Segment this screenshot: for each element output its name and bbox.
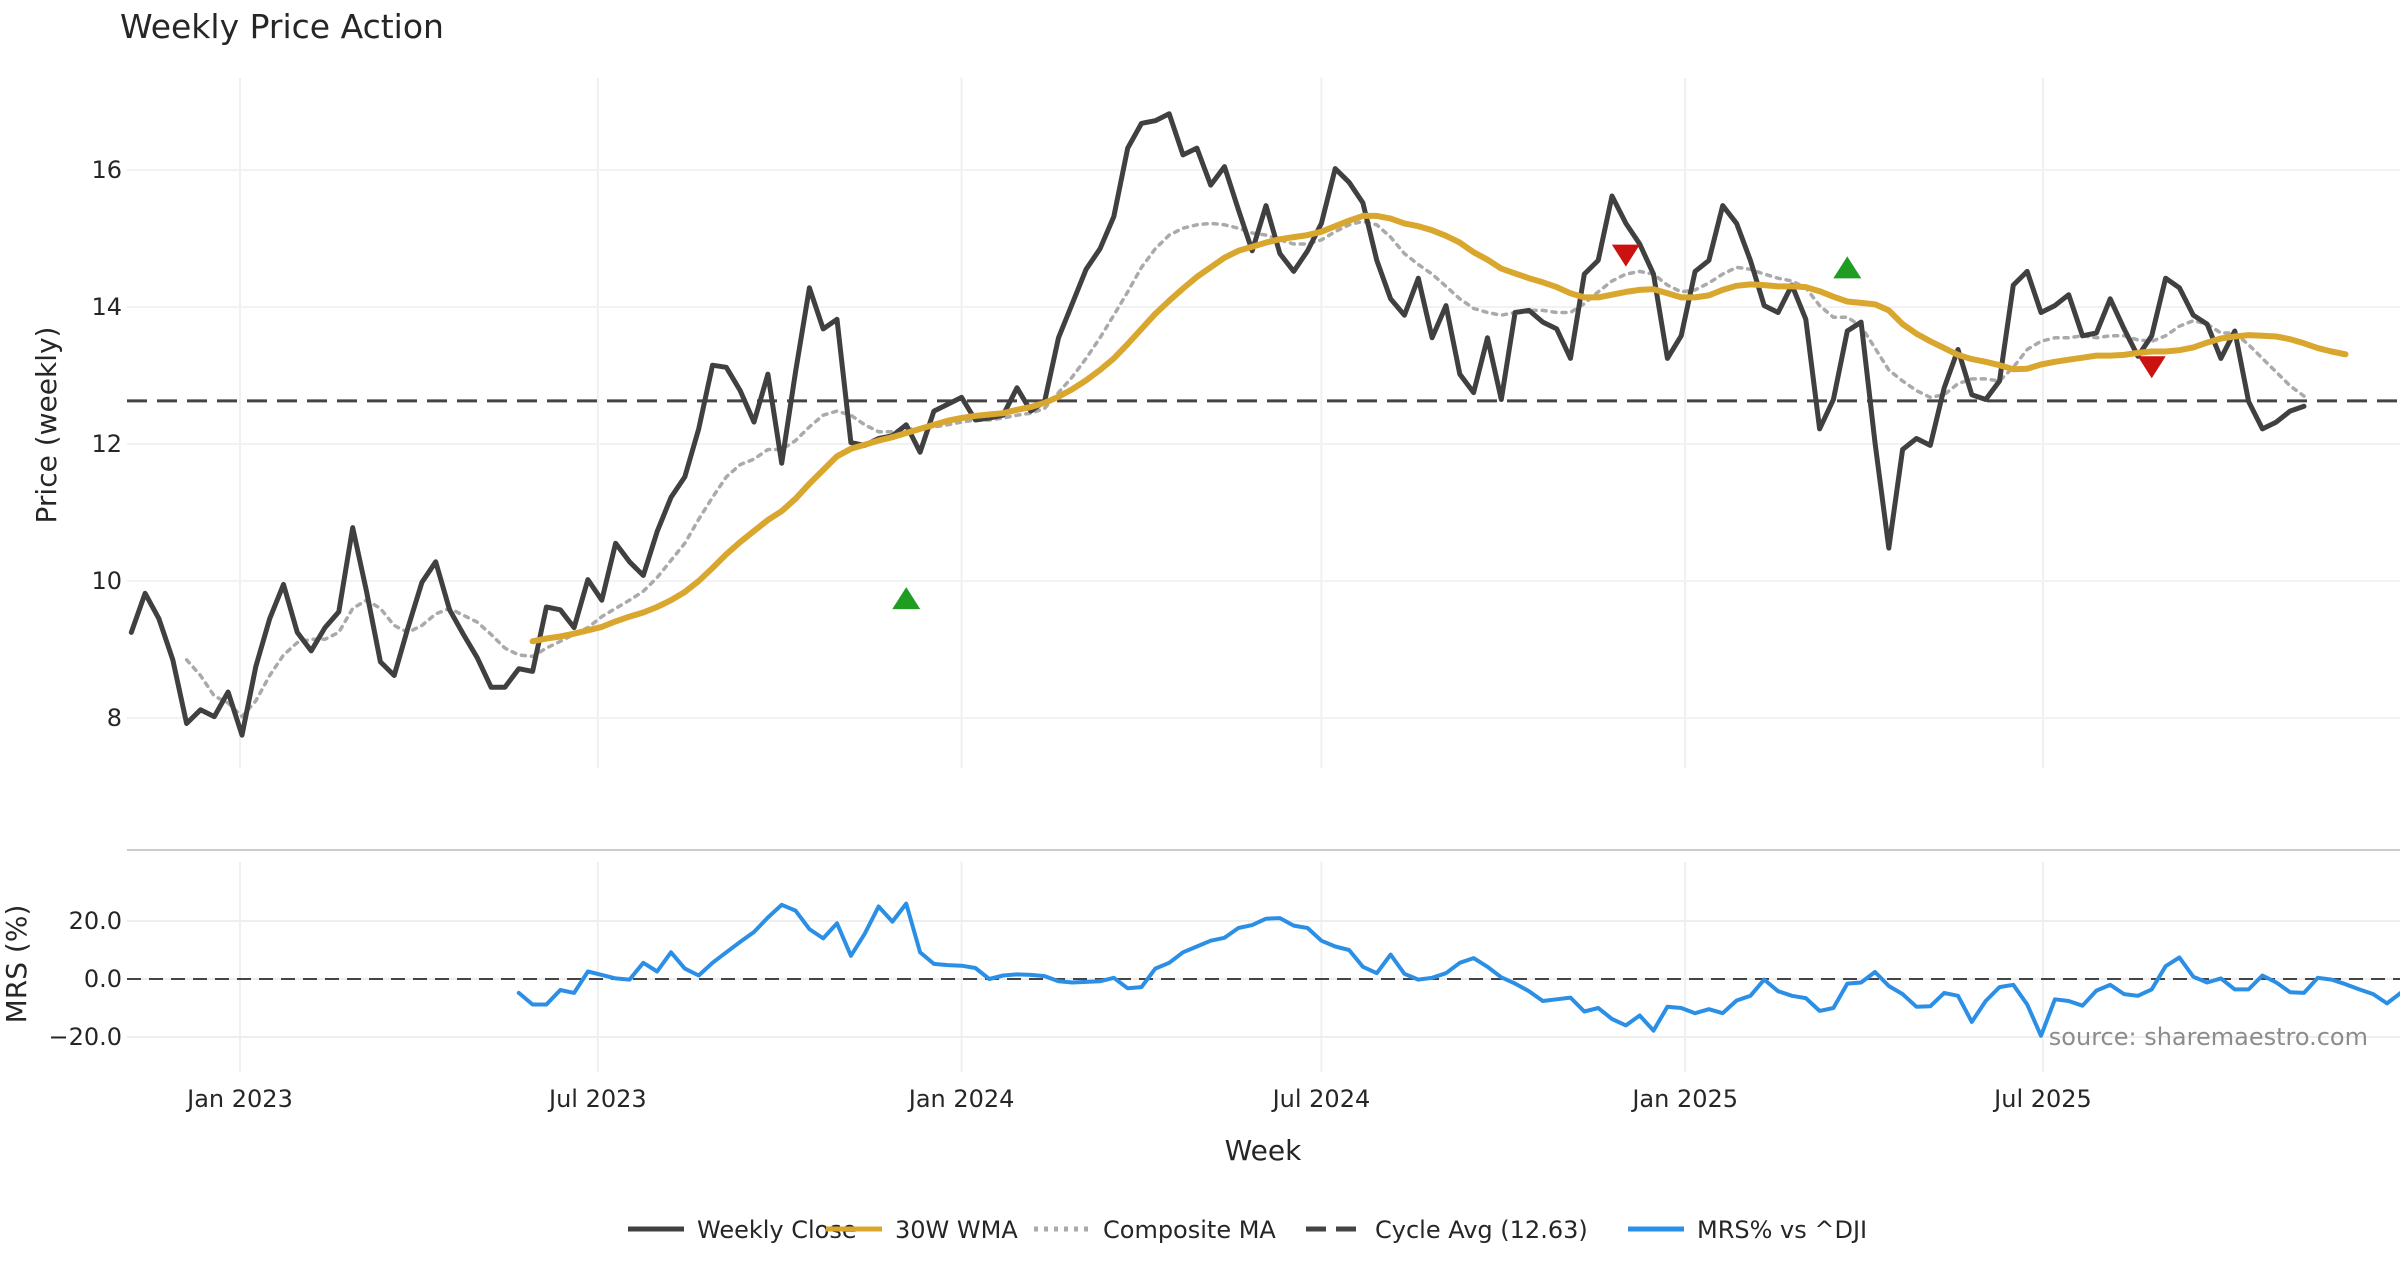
sell-signal-marker xyxy=(1611,244,1640,267)
price-y-tick-label: 10 xyxy=(91,567,122,595)
x-tick-label: Jan 2024 xyxy=(907,1085,1015,1113)
chart-title: Weekly Price Action xyxy=(120,7,444,46)
x-ticks: Jan 2023 Jul 2023 Jan 2024 Jul 2024 Jan 2025… xyxy=(185,1085,2092,1113)
price-y-tick-label: 12 xyxy=(91,430,122,458)
signal-markers xyxy=(892,244,2166,610)
price-series xyxy=(128,111,2349,738)
mrs-y-axis-label: MRS (%) xyxy=(0,905,33,1024)
legend-label-composite-ma: Composite MA xyxy=(1103,1216,1276,1244)
mrs-y-tick-label: 0.0 xyxy=(84,965,122,993)
x-tick-label: Jul 2024 xyxy=(1271,1085,1371,1113)
price-y-tick-label: 14 xyxy=(91,293,122,321)
x-tick-label: Jul 2023 xyxy=(547,1085,647,1113)
source-annotation: source: sharemaestro.com xyxy=(2049,1023,2368,1051)
mrs-y-ticks: −20.0 0.0 20.0 xyxy=(48,907,122,1051)
x-axis-label: Week xyxy=(1225,1134,1302,1167)
legend-label-30w-wma: 30W WMA xyxy=(895,1216,1018,1244)
x-tick-label: Jan 2025 xyxy=(1630,1085,1738,1113)
x-tick-label: Jul 2025 xyxy=(1992,1085,2092,1113)
legend-label-mrs-vs-dji: MRS% vs ^DJI xyxy=(1697,1216,1867,1244)
price-y-axis-label: Price (weekly) xyxy=(30,327,63,524)
mrs-y-tick-label: 20.0 xyxy=(69,907,122,935)
series-line-mrs-vs-dji xyxy=(516,901,2400,1038)
buy-signal-marker xyxy=(1833,256,1862,279)
legend-label-cycle-avg-12-63: Cycle Avg (12.63) xyxy=(1375,1216,1588,1244)
x-tick-label: Jan 2023 xyxy=(185,1085,293,1113)
price-y-ticks: 8 10 12 14 16 xyxy=(91,156,122,732)
series-line-weekly-close xyxy=(128,111,2307,738)
buy-signal-marker xyxy=(892,587,921,610)
series-line-30w-wma xyxy=(529,212,2349,645)
sell-signal-marker xyxy=(2137,356,2166,379)
legend: Weekly Close 30W WMA Composite MA Cycle Avg… xyxy=(628,1216,1867,1244)
price-y-tick-label: 8 xyxy=(107,704,122,732)
price-gridlines xyxy=(127,78,2400,768)
price-y-tick-label: 16 xyxy=(91,156,122,184)
mrs-series xyxy=(516,901,2400,1038)
mrs-y-tick-label: −20.0 xyxy=(48,1023,122,1051)
